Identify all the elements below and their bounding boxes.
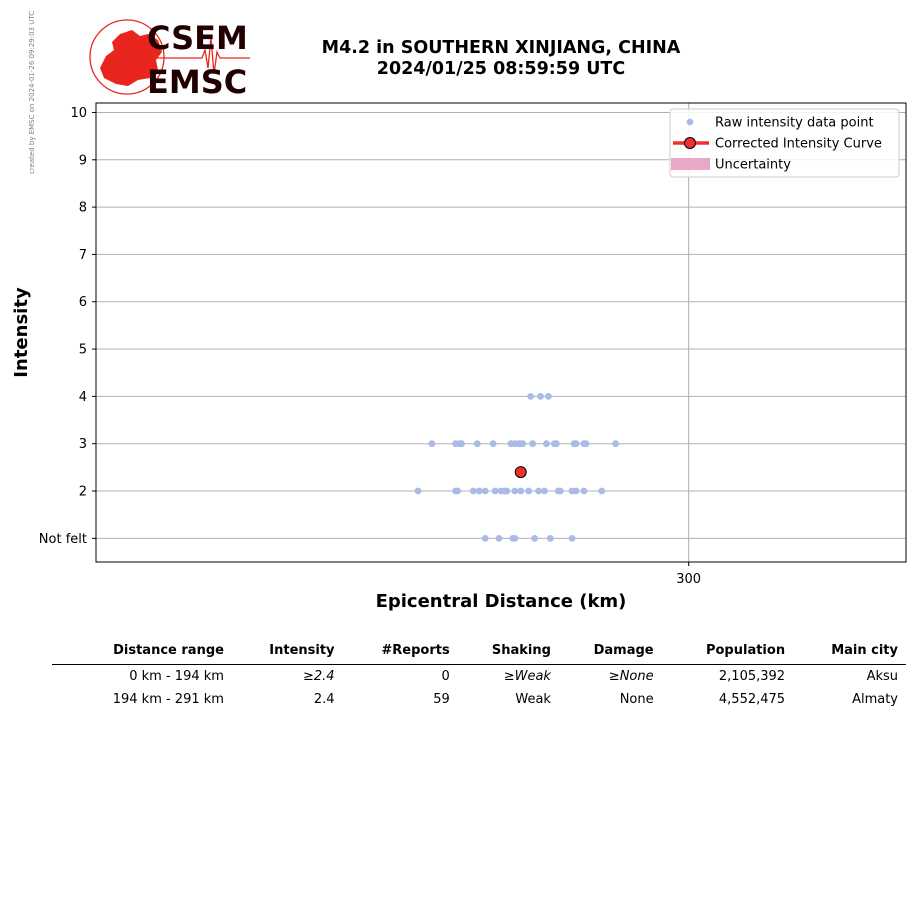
raw-data-point	[473, 440, 481, 448]
table-cell: ≥None	[608, 669, 654, 684]
logo-europe-map	[100, 30, 162, 86]
legend-curve-marker	[684, 137, 696, 149]
raw-data-point	[535, 487, 542, 495]
raw-data-point	[481, 487, 489, 495]
y-tick-label: 7	[79, 248, 87, 263]
y-tick-label: 5	[79, 343, 87, 358]
y-tick-label: 4	[79, 390, 87, 405]
y-tick-label: 10	[70, 106, 87, 121]
raw-data-point	[511, 487, 519, 495]
table-cell: 0 km - 194 km	[129, 669, 224, 684]
table-header-cell: Population	[661, 640, 794, 665]
raw-data-point	[572, 487, 580, 495]
table-header-cell: Shaking	[457, 640, 559, 665]
table-cell: None	[619, 692, 654, 707]
raw-data-point	[491, 487, 499, 495]
emsc-logo: CSEM EMSC	[89, 19, 250, 100]
y-tick-label: 9	[79, 153, 87, 168]
x-axis-label: Epicentral Distance (km)	[376, 591, 627, 612]
raw-data-point	[495, 534, 503, 542]
table-cell: 4,552,475	[718, 692, 786, 707]
raw-data-point	[454, 487, 461, 495]
y-tick-label: 8	[79, 201, 87, 216]
table-cell: 0	[441, 669, 450, 684]
intensity-chart: Not felt 2 3 4 5 6 7 8 9 10 300 Epicentral Distance…	[11, 102, 907, 612]
table-body: 0 km - 194 km ≥2.4 0 ≥Weak ≥None 2,105,392 Aks…	[52, 665, 906, 712]
table-row: 194 km - 291 km 2.4 59 Weak None 4,552,475 Alm…	[52, 688, 906, 711]
legend-uncertainty-swatch	[671, 158, 710, 170]
legend-box	[669, 108, 900, 178]
table-cell: 59	[433, 692, 450, 707]
table-header-cell: Intensity	[231, 640, 343, 665]
logo-csem-text: CSEM	[147, 19, 248, 57]
table-cell: Aksu	[866, 669, 898, 684]
raw-data-point	[481, 534, 489, 542]
table-row: 0 km - 194 km ≥2.4 0 ≥Weak ≥None 2,105,392 Aks…	[52, 665, 906, 689]
legend-label: Uncertainty	[715, 158, 791, 173]
legend-label: Raw intensity data point	[715, 116, 874, 131]
table-header-cell: #Reports	[342, 640, 458, 665]
raw-data-point	[458, 440, 465, 448]
table-header-row: Distance range Intensity #Reports Shaking Da…	[52, 640, 906, 665]
chart-title: M4.2 in SOUTHERN XINJIANG, CHINA 2024/01…	[280, 38, 722, 80]
raw-data-point	[537, 392, 544, 400]
table-cell: ≥Weak	[503, 669, 551, 684]
y-tick-label: 2	[79, 485, 87, 500]
raw-data-point	[541, 487, 548, 495]
table-cell: Almaty	[852, 692, 898, 707]
raw-data-point	[511, 534, 519, 542]
legend-label: Corrected Intensity Curve	[715, 137, 882, 152]
logo-emsc-text: EMSC	[147, 63, 247, 100]
raw-data-point	[527, 392, 535, 400]
plot-frame	[95, 102, 907, 563]
y-tick-label: 3	[79, 437, 87, 452]
raw-data-point	[580, 487, 588, 495]
y-axis-label: Intensity	[11, 287, 32, 378]
raw-data-point	[428, 440, 436, 448]
raw-data-point	[469, 487, 477, 495]
intensity-table: Distance range Intensity #Reports Shaking Da…	[52, 640, 906, 711]
raw-data-point	[525, 487, 533, 495]
raw-data-point	[598, 487, 606, 495]
raw-data-point	[568, 534, 576, 542]
title-datetime: 2024/01/25 08:59:59 UTC	[376, 59, 626, 79]
raw-data-point	[556, 487, 564, 495]
raw-data-point	[519, 440, 527, 448]
raw-data-point	[489, 440, 497, 448]
raw-data-point	[503, 487, 511, 495]
table-cell: Weak	[515, 692, 551, 707]
raw-data-point	[517, 487, 525, 495]
legend-raw-marker	[686, 118, 694, 126]
table-header-cell: Main city	[793, 640, 906, 665]
title-event: M4.2 in SOUTHERN XINJIANG, CHINA	[321, 38, 681, 58]
raw-data-point	[582, 440, 590, 448]
x-tick-label: 300	[676, 572, 701, 587]
raw-data-point	[612, 440, 619, 448]
table-cell: 194 km - 291 km	[112, 692, 224, 707]
raw-data-point	[414, 487, 422, 495]
table-cell: 2.4	[313, 692, 335, 707]
table-cell: 2,105,392	[718, 669, 786, 684]
table-header-cell: Damage	[558, 640, 662, 665]
logo-seismogram	[142, 37, 250, 75]
raw-data-point	[546, 534, 554, 542]
raw-data-point	[572, 440, 580, 448]
raw-data-point	[531, 534, 538, 542]
raw-data-point	[475, 487, 483, 495]
raw-data-point	[545, 392, 552, 400]
corrected-intensity-point	[514, 466, 527, 479]
raw-data-point	[552, 440, 560, 448]
raw-data-point	[543, 440, 550, 448]
raw-data-point	[529, 440, 537, 448]
table-cell: ≥2.4	[302, 669, 335, 684]
y-tick-label: Not felt	[39, 532, 87, 547]
y-tick-label: 6	[79, 295, 87, 310]
logo-globe-outline	[89, 19, 165, 95]
table-header-cell: Distance range	[52, 640, 232, 665]
